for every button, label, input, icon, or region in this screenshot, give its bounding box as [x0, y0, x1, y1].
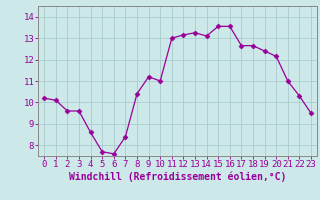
X-axis label: Windchill (Refroidissement éolien,°C): Windchill (Refroidissement éolien,°C) [69, 172, 286, 182]
